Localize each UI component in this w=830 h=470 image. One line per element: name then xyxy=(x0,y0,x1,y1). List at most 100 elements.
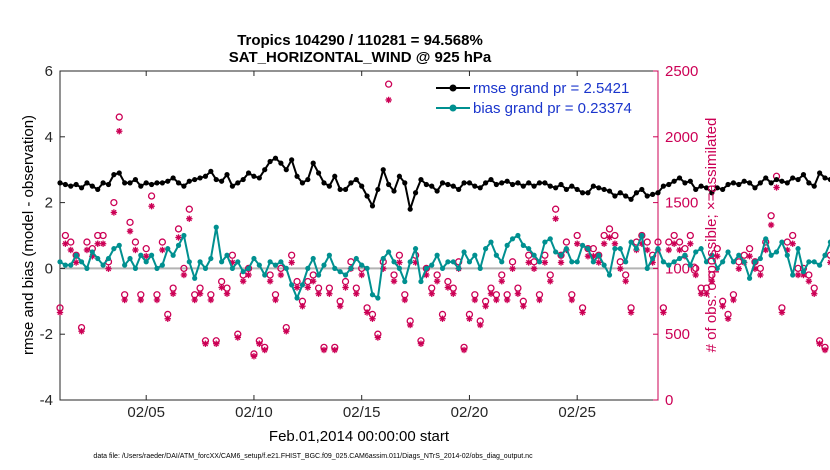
obs-possible-marker xyxy=(546,271,554,279)
asterisk-stroke xyxy=(407,322,413,328)
bias-point xyxy=(245,265,252,271)
bias-point xyxy=(531,252,537,258)
bias-point xyxy=(402,278,408,285)
rmse-point xyxy=(650,191,656,197)
obs-assimilated-marker xyxy=(644,246,651,254)
obs-assimilated-marker xyxy=(708,278,716,285)
obs-assimilated-marker xyxy=(730,296,737,304)
rmse-point xyxy=(558,181,564,188)
asterisk-stroke xyxy=(676,247,683,253)
obs-possible-marker xyxy=(61,231,70,240)
rmse-point xyxy=(272,155,279,161)
rmse-point xyxy=(547,183,553,189)
obs-possible-marker xyxy=(713,245,721,253)
asterisk-stroke xyxy=(542,259,548,266)
rmse-point xyxy=(757,180,763,186)
rmse-point xyxy=(154,180,160,186)
rmse-point xyxy=(224,172,230,178)
obs-assimilated-marker xyxy=(159,246,166,254)
y-right-tick-label: 2000 xyxy=(665,129,698,146)
obs-assimilated-marker xyxy=(460,346,468,354)
asterisk-stroke xyxy=(536,297,543,303)
obs-assimilated-marker xyxy=(94,240,101,247)
bias-point xyxy=(709,252,715,258)
bias-point xyxy=(407,259,413,265)
obs-assimilated-marker xyxy=(778,309,786,316)
obs-possible-marker xyxy=(654,238,662,246)
obs-assimilated-marker xyxy=(714,253,721,260)
bias-point xyxy=(817,262,823,268)
rmse-point xyxy=(283,167,289,173)
bias-point xyxy=(396,265,403,271)
x-tick-label: 02/10 xyxy=(235,404,273,421)
bias-point xyxy=(746,275,753,281)
rmse-point xyxy=(693,186,699,193)
obs-assimilated-marker xyxy=(536,296,543,304)
rmse-point xyxy=(676,175,683,181)
rmse-point xyxy=(741,178,747,184)
obs-assimilated-marker xyxy=(99,240,107,247)
bias-point xyxy=(542,239,548,245)
bias-point xyxy=(348,265,354,271)
obs-assimilated-marker xyxy=(363,309,371,316)
bias-point xyxy=(412,246,419,252)
rmse-point xyxy=(305,176,311,183)
obs-possible-marker xyxy=(745,245,754,253)
obs-possible-marker xyxy=(384,80,393,88)
rmse-point xyxy=(89,183,95,189)
obs-assimilated-marker xyxy=(660,309,667,316)
bias-point xyxy=(445,259,451,265)
bias-point xyxy=(644,265,650,271)
rmse-point xyxy=(148,181,155,188)
asterisk-stroke xyxy=(191,297,198,303)
asterisk-stroke xyxy=(321,347,327,353)
obs-assimilated-marker xyxy=(573,240,581,247)
bias-point xyxy=(251,255,257,262)
bias-point xyxy=(148,252,155,258)
bias-point xyxy=(342,272,349,278)
rmse-point xyxy=(574,186,580,193)
obs-assimilated-marker xyxy=(202,340,209,347)
y-left-tick-label: 2 xyxy=(45,195,53,212)
y-right-tick-label: 0 xyxy=(665,392,673,409)
obs-possible-marker xyxy=(110,198,118,207)
bias-point xyxy=(617,246,623,252)
obs-assimilated-marker xyxy=(433,278,441,285)
obs-possible-marker xyxy=(99,231,107,240)
rmse-point xyxy=(175,180,182,186)
bias-point xyxy=(698,246,704,252)
asterisk-stroke xyxy=(622,278,629,284)
rmse-point xyxy=(165,178,171,184)
asterisk-stroke xyxy=(364,309,370,316)
rmse-point xyxy=(396,173,403,179)
bias-point xyxy=(89,249,95,255)
bias-point xyxy=(483,246,489,252)
bias-point xyxy=(472,252,478,258)
obs-assimilated-marker xyxy=(250,353,258,360)
bias-point xyxy=(100,262,106,268)
obs-assimilated-marker xyxy=(611,240,619,247)
rmse-point xyxy=(138,183,144,189)
rmse-point xyxy=(795,176,801,183)
rmse-point xyxy=(520,183,526,189)
rmse-point xyxy=(768,180,774,186)
bias-point xyxy=(111,246,117,252)
x-tick-label: 02/20 xyxy=(451,404,489,421)
asterisk-stroke xyxy=(278,272,284,278)
rmse-point xyxy=(122,180,128,186)
asterisk-stroke xyxy=(526,259,532,266)
rmse-point xyxy=(590,183,596,189)
obs-assimilated-marker xyxy=(261,346,268,354)
obs-assimilated-marker xyxy=(568,296,576,304)
asterisk-stroke xyxy=(746,253,753,259)
bias-point xyxy=(553,249,559,255)
bias-point xyxy=(466,259,473,265)
rmse-point xyxy=(687,178,693,184)
chart-title-line-2: SAT_HORIZONTAL_WIND @ 925 hPa xyxy=(229,49,492,66)
rmse-point xyxy=(100,180,106,186)
obs-possible-marker xyxy=(789,231,797,240)
obs-assimilated-marker xyxy=(342,284,349,291)
rmse-point xyxy=(601,186,607,193)
bias-point xyxy=(563,246,570,252)
rmse-point xyxy=(596,185,602,191)
